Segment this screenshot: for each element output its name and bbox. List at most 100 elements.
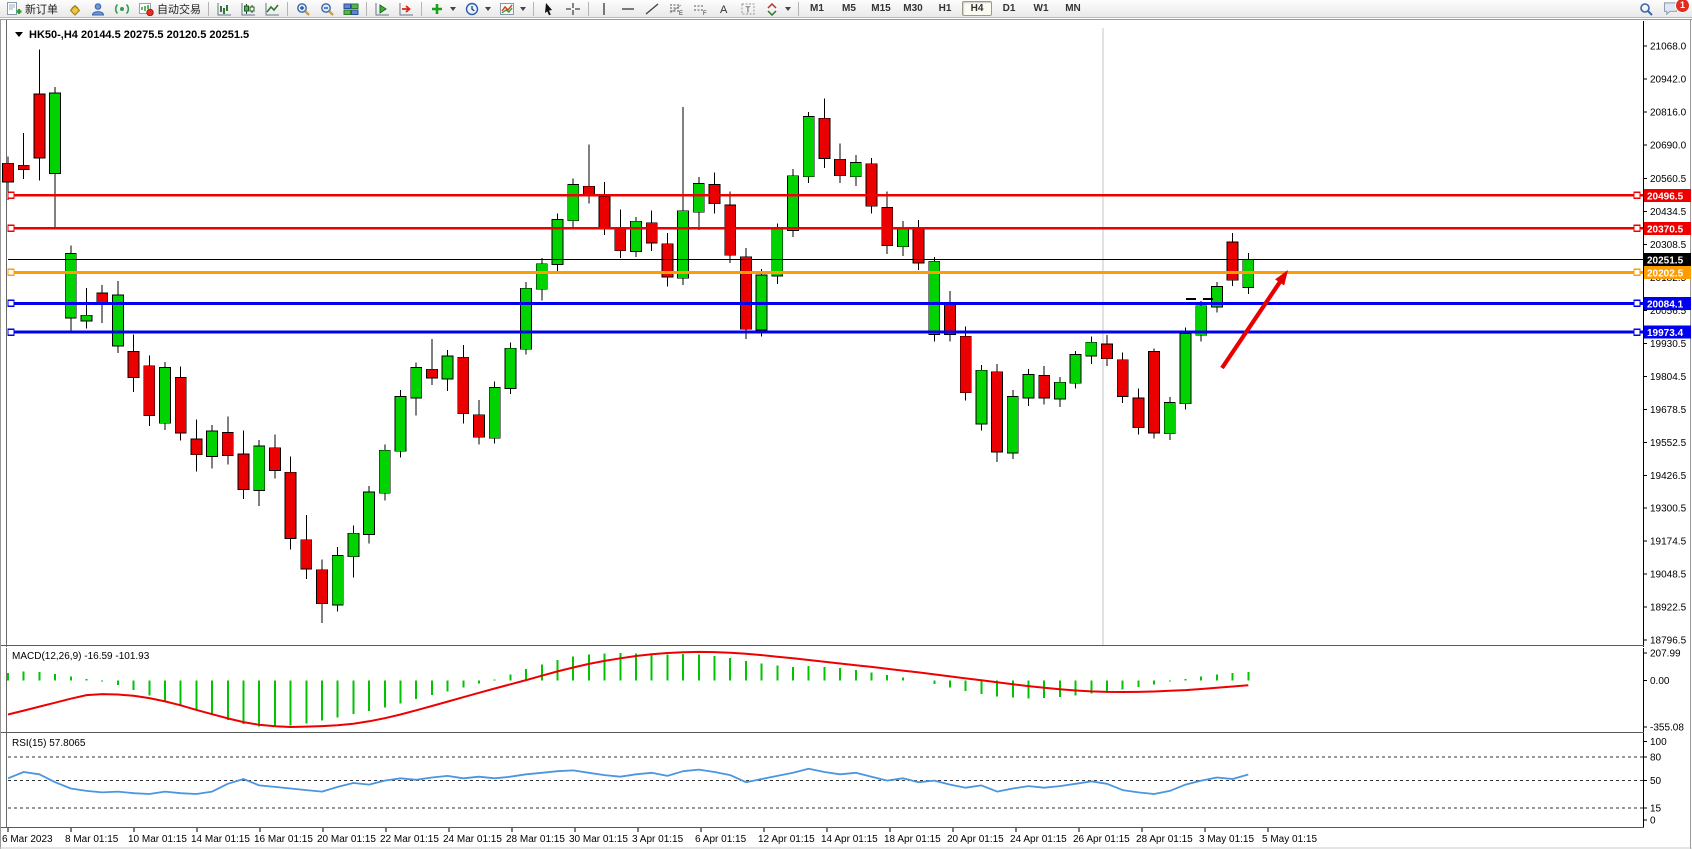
- indicators-button[interactable]: [425, 0, 460, 18]
- svg-text:20560.5: 20560.5: [1650, 174, 1687, 185]
- svg-text:19048.5: 19048.5: [1650, 570, 1687, 581]
- svg-text:50: 50: [1650, 776, 1662, 787]
- timeframe-group: M1 M5 M15 M30 H1 H4 D1 W1 MN: [802, 1, 1088, 16]
- svg-text:-355.08: -355.08: [1650, 723, 1684, 734]
- svg-text:20 Mar 01:15: 20 Mar 01:15: [317, 834, 376, 845]
- svg-text:3 May 01:15: 3 May 01:15: [1199, 834, 1254, 845]
- svg-text:24 Apr 01:15: 24 Apr 01:15: [1010, 834, 1067, 845]
- svg-text:15: 15: [1650, 804, 1662, 815]
- auto-trading-button[interactable]: 自动交易: [134, 0, 205, 18]
- toolbar-separator: [208, 1, 209, 16]
- hline-20084.1[interactable]: [7, 299, 1643, 307]
- search-icon: [1640, 2, 1653, 16]
- svg-text:22 Mar 01:15: 22 Mar 01:15: [380, 834, 439, 845]
- tf-button-D1[interactable]: D1: [1002, 3, 1016, 14]
- svg-text:0.00: 0.00: [1650, 676, 1670, 687]
- svg-text:28 Mar 01:15: 28 Mar 01:15: [506, 834, 565, 845]
- svg-text:18796.5: 18796.5: [1650, 636, 1687, 647]
- profile-button[interactable]: [86, 0, 110, 18]
- price-tag-20202.5: 20202.5: [1644, 265, 1691, 279]
- new-order-icon: [7, 1, 22, 15]
- svg-text:19973.4: 19973.4: [1647, 328, 1684, 339]
- hline-20496.5[interactable]: [7, 191, 1643, 200]
- tf-button-M1[interactable]: M1: [810, 3, 824, 14]
- trend-arrow[interactable]: [1220, 270, 1288, 370]
- new-order-button[interactable]: 新订单: [2, 0, 62, 18]
- svg-text:20251.5: 20251.5: [1647, 256, 1684, 267]
- svg-text:18922.5: 18922.5: [1650, 603, 1687, 614]
- autoscroll-button[interactable]: [394, 0, 418, 18]
- bar-chart-button[interactable]: [212, 0, 236, 18]
- channel-button[interactable]: F: [688, 0, 712, 18]
- chevron-down-icon: [520, 6, 526, 11]
- svg-text:10 Mar 01:15: 10 Mar 01:15: [128, 834, 187, 845]
- svg-text:6 Apr 01:15: 6 Apr 01:15: [695, 834, 747, 845]
- templates-button[interactable]: [495, 0, 530, 18]
- toolbar-separator: [287, 1, 288, 16]
- trendline-button[interactable]: [640, 0, 664, 18]
- signal-button[interactable]: [110, 0, 134, 18]
- line-chart-button[interactable]: [260, 0, 284, 18]
- zoom-out-icon: [321, 2, 334, 16]
- svg-text:E: E: [679, 11, 683, 16]
- tf-button-M30[interactable]: M30: [903, 3, 923, 14]
- svg-text:F: F: [703, 11, 707, 16]
- tf-button-H4[interactable]: H4: [962, 1, 992, 16]
- svg-text:100: 100: [1650, 737, 1667, 748]
- styles-button[interactable]: [62, 0, 86, 18]
- time-axis[interactable]: 6 Mar 2023 8 Mar 01:15 10 Mar 01:15 14 Mar …: [2, 828, 1317, 845]
- rsi-panel[interactable]: RSI(15) 57.8065 100 80 50 150: [7, 737, 1667, 827]
- tile-windows-button[interactable]: [339, 0, 363, 18]
- candle-chart-button[interactable]: [236, 0, 260, 18]
- crosshair-icon: [566, 2, 580, 15]
- cursor-button[interactable]: [537, 0, 561, 18]
- crosshair-button[interactable]: [561, 0, 585, 18]
- svg-text:207.99: 207.99: [1650, 649, 1681, 660]
- svg-text:20690.0: 20690.0: [1650, 140, 1687, 151]
- fibonacci-button[interactable]: E: [664, 0, 688, 18]
- macd-panel[interactable]: MACD(12,26,9) -16.59 -101.93 207.99 0.00 -3…: [7, 649, 1684, 734]
- periods-clock-icon: [465, 2, 479, 15]
- svg-text:12 Apr 01:15: 12 Apr 01:15: [758, 834, 815, 845]
- svg-text:14 Mar 01:15: 14 Mar 01:15: [191, 834, 250, 845]
- fibonacci-icon: E: [669, 4, 683, 16]
- label-tool-button[interactable]: T: [736, 0, 760, 18]
- zoom-in-button[interactable]: [291, 0, 315, 18]
- label-icon: T: [741, 3, 755, 14]
- tf-button-MN[interactable]: MN: [1065, 3, 1081, 14]
- tf-button-H1[interactable]: H1: [938, 3, 952, 14]
- periods-button[interactable]: [460, 0, 495, 18]
- svg-text:19804.5: 19804.5: [1650, 372, 1687, 383]
- shift-chart-button[interactable]: [370, 0, 394, 18]
- toolbar: 新订单 自动交易: [0, 0, 1692, 18]
- hline-20370.5[interactable]: [7, 224, 1643, 233]
- svg-text:20434.5: 20434.5: [1650, 207, 1687, 218]
- tf-button-M5[interactable]: M5: [842, 3, 856, 14]
- text-tool-button[interactable]: A: [712, 0, 736, 18]
- tf-button-M15[interactable]: M15: [871, 3, 891, 14]
- hline-19973.4[interactable]: [7, 328, 1643, 336]
- search-button[interactable]: [1634, 0, 1658, 18]
- toolbar-separator: [421, 1, 422, 16]
- vertical-line-button[interactable]: [592, 0, 616, 18]
- arrows-tool-button[interactable]: [760, 0, 795, 18]
- templates-icon: [500, 2, 514, 15]
- svg-text:80: 80: [1650, 753, 1662, 764]
- arrows-icon: [767, 2, 777, 16]
- horizontal-line-button[interactable]: [616, 0, 640, 18]
- svg-text:MACD(12,26,9) -16.59 -101.93: MACD(12,26,9) -16.59 -101.93: [12, 651, 150, 662]
- svg-text:T: T: [746, 5, 751, 14]
- notification-badge: 1: [1675, 0, 1690, 13]
- candle-chart-icon: [241, 2, 255, 15]
- svg-text:28 Apr 01:15: 28 Apr 01:15: [1136, 834, 1193, 845]
- chat-button[interactable]: 1: [1658, 0, 1690, 18]
- signal-icon: [114, 3, 130, 14]
- zoom-out-button[interactable]: [315, 0, 339, 18]
- price-axis[interactable]: 21068.0 20942.0 20816.0 20690.0 20560.5 20434…: [1643, 21, 1687, 827]
- tf-button-W1[interactable]: W1: [1033, 3, 1049, 14]
- hline-20202.5[interactable]: [7, 268, 1643, 277]
- chevron-down-icon: [785, 6, 791, 11]
- shift-chart-icon: [375, 2, 389, 15]
- svg-text:20202.5: 20202.5: [1647, 268, 1684, 279]
